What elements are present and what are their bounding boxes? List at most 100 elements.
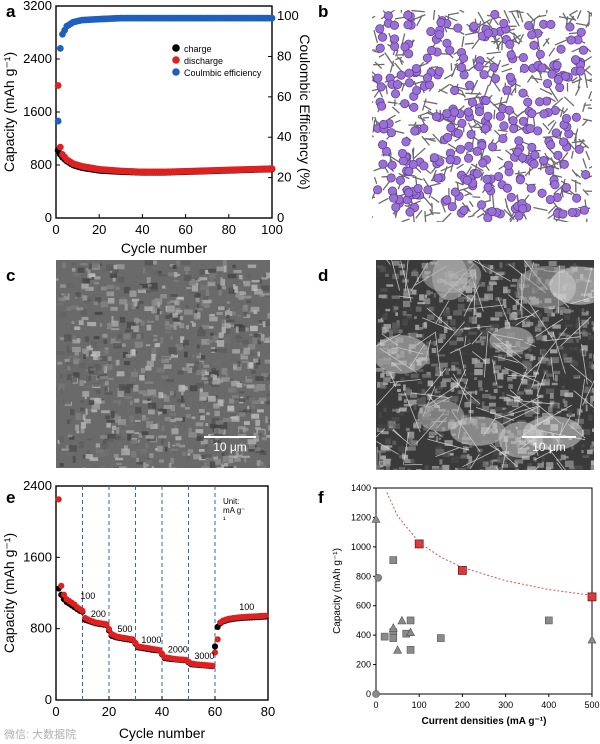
legend-label-a-2: Coulmbic efficiency: [184, 68, 262, 78]
sem-grain-194: [222, 417, 231, 422]
sem-grain-714: [107, 297, 115, 304]
sem-grain-470: [89, 457, 99, 461]
atom-36: [422, 53, 432, 63]
sem-grain-58: [124, 387, 131, 394]
sem-grain-881: [59, 311, 67, 319]
sem-grain-870: [380, 373, 385, 378]
rate-label-e-3: 1000: [141, 635, 161, 645]
sem-grain-628: [405, 387, 410, 392]
sem-grain-122: [129, 415, 134, 423]
sem-grain-31: [125, 430, 134, 434]
sem-grain-223: [431, 363, 439, 367]
bond-201: [472, 58, 476, 69]
sem-grain-735: [408, 436, 414, 444]
sem-grain-95: [508, 462, 517, 468]
sem-grain-395: [405, 441, 410, 446]
atom-272: [565, 22, 575, 32]
sem-grain-719: [116, 462, 122, 466]
bond-94: [429, 182, 441, 187]
sem-flake-4: [450, 416, 506, 446]
atom-8: [423, 185, 433, 195]
sem-grain-93: [158, 391, 164, 399]
sem-grain-404: [560, 454, 566, 460]
bond-310: [470, 79, 479, 95]
sem-grain-873: [184, 366, 190, 371]
sem-grain-586: [435, 366, 444, 374]
sem-grain-409: [379, 451, 382, 457]
sem-grain-414: [382, 382, 388, 386]
unit-note-e-2: ¹: [223, 515, 226, 524]
sem-grain-88: [503, 451, 511, 457]
bond-187: [476, 213, 484, 219]
sem-grain-711: [170, 448, 179, 452]
scale-label-c: 10 μm: [213, 440, 247, 454]
sem-grain-407: [79, 326, 84, 332]
sem-grain-150: [86, 385, 93, 389]
sem-grain-495: [187, 453, 191, 456]
atom-280: [515, 175, 525, 185]
sem-grain-626: [141, 431, 149, 436]
sem-grain-753: [83, 354, 86, 360]
sem-grain-652: [448, 452, 454, 456]
sem-grain-176: [381, 370, 390, 375]
bond-488: [509, 215, 516, 222]
sem-fiber-6: [472, 351, 486, 362]
sem-fiber-17: [422, 317, 453, 331]
sem-grain-518: [215, 427, 225, 434]
bond-347: [582, 102, 587, 112]
sem-grain-20: [180, 336, 185, 343]
sem-grain-110: [240, 353, 249, 360]
sem-grain-716: [124, 304, 128, 311]
atom-231: [555, 82, 565, 93]
bond-492: [411, 10, 425, 13]
sem-grain-750: [576, 408, 581, 416]
bond-467: [574, 172, 581, 179]
sem-grain-297: [392, 440, 397, 445]
atom-289: [483, 182, 493, 193]
sem-grain-246: [564, 392, 574, 398]
atom-58: [571, 112, 581, 122]
sem-grain-222: [163, 395, 170, 402]
sem-grain-45: [380, 461, 385, 465]
sem-grain-289: [214, 410, 220, 417]
atom-49: [574, 144, 584, 154]
sem-grain-663: [397, 446, 405, 453]
point-f-square-gray-8: [545, 616, 553, 625]
sem-grain-327: [405, 427, 410, 432]
atom-253: [506, 50, 516, 60]
sem-grain-79: [214, 280, 217, 286]
atom-26: [490, 10, 500, 20]
sem-grain-231: [73, 351, 79, 356]
sem-grain-181: [542, 316, 549, 322]
sem-grain-860: [386, 458, 392, 462]
sem-grain-812: [90, 384, 100, 387]
sem-grain-259: [220, 318, 225, 324]
atom-207: [400, 42, 410, 52]
sem-grain-75: [454, 367, 459, 371]
sem-grain-344: [65, 450, 75, 456]
sem-grain-73: [136, 461, 143, 465]
sem-grain-645: [458, 352, 467, 355]
sem-grain-883: [81, 348, 87, 353]
sem-grain-335: [403, 288, 412, 295]
sem-grain-616: [243, 347, 251, 355]
sem-grain-337: [239, 291, 246, 295]
sem-grain-413: [135, 407, 142, 414]
sem-grain-294: [170, 336, 174, 340]
sem-grain-146: [576, 331, 586, 335]
point-f-triangle-gray-3: [397, 615, 407, 625]
atom-189: [502, 85, 512, 95]
sem-grain-829: [196, 283, 199, 286]
sem-grain-838: [72, 339, 81, 344]
sem-grain-668: [508, 411, 513, 414]
sem-grain-363: [146, 290, 151, 293]
sem-grain-164: [407, 332, 411, 338]
sem-grain-249: [474, 369, 483, 376]
point-f-triangle-gray-4: [406, 627, 416, 636]
sem-grain-275: [514, 291, 518, 296]
bond-502: [465, 92, 482, 95]
bond-434: [536, 37, 541, 50]
sem-grain-746: [233, 465, 237, 468]
sem-grain-48: [493, 359, 496, 365]
sem-grain-23: [96, 375, 100, 379]
